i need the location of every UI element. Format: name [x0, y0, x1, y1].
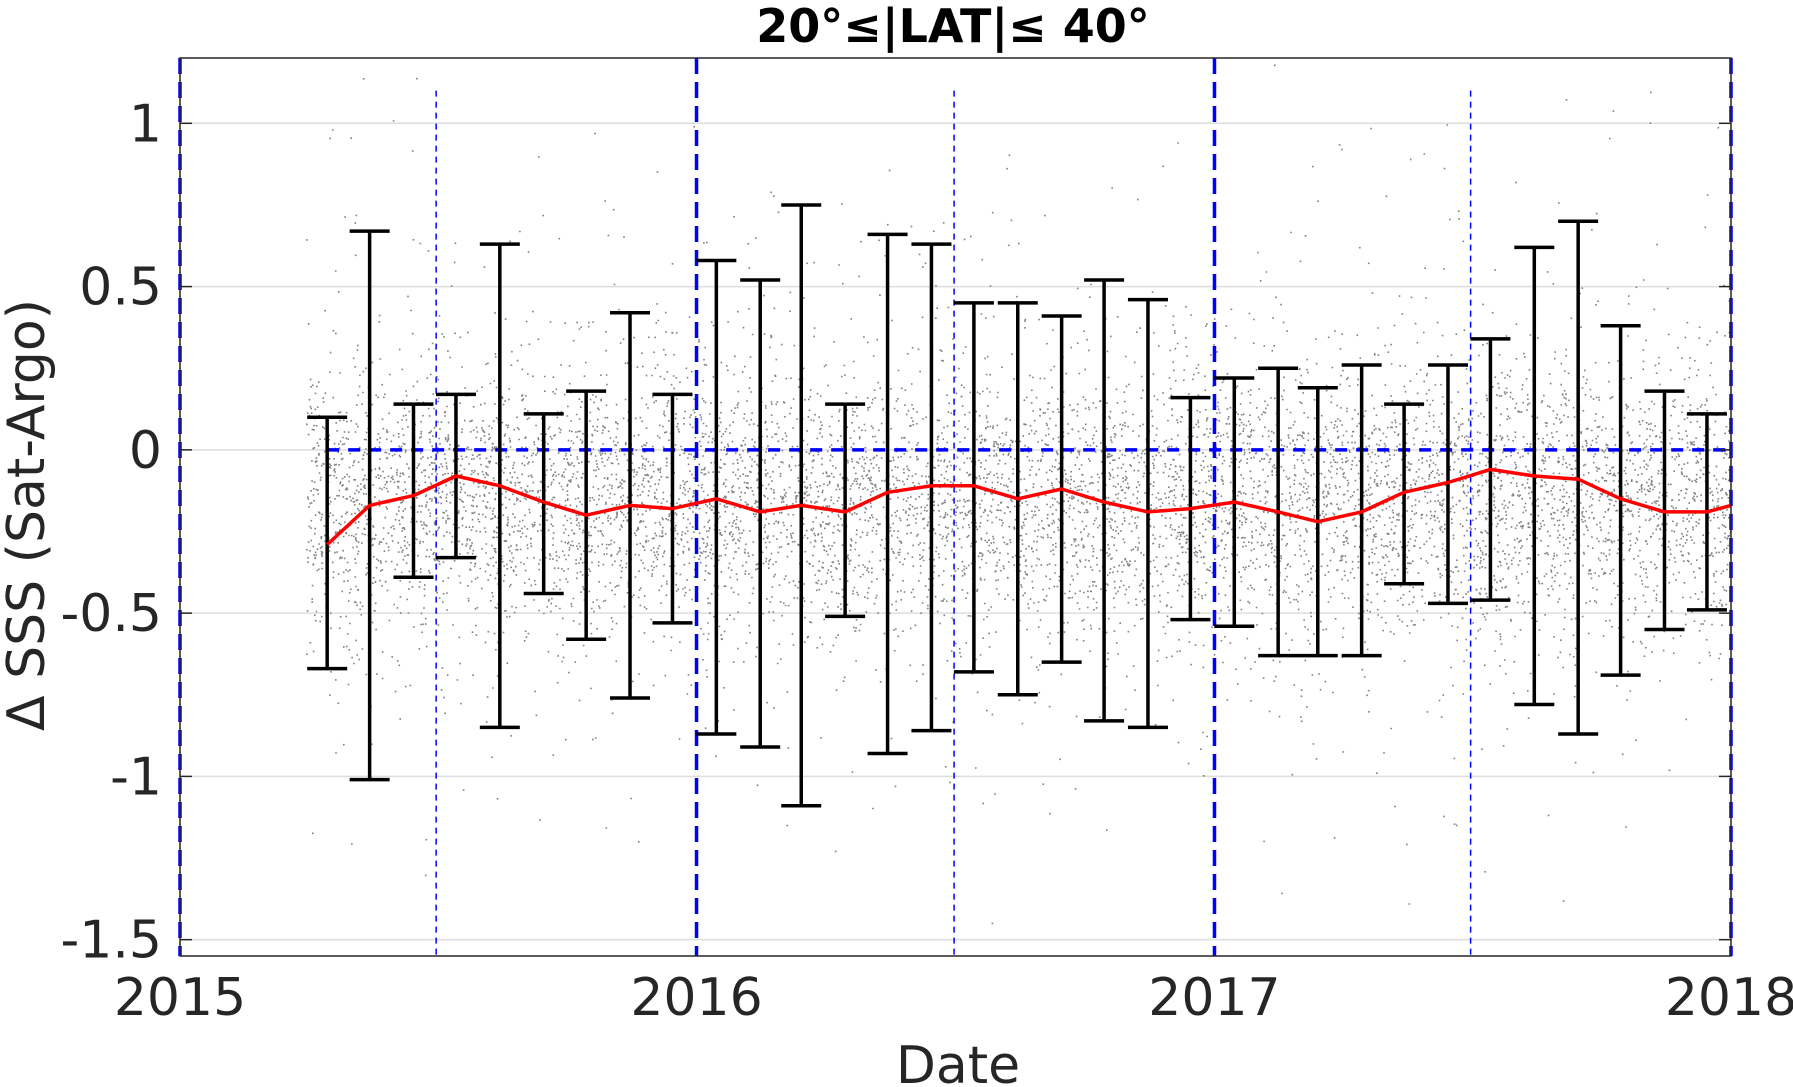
- chart-title: 20°≤|LAT|≤ 40°: [756, 0, 1149, 54]
- y-tick-label: -1: [110, 747, 162, 807]
- x-axis-title: Date: [896, 1036, 1020, 1087]
- y-tick-label: -0.5: [61, 584, 162, 644]
- y-axis-title: Δ SSS (Sat-Argo): [0, 299, 57, 731]
- x-tick-label: 2018: [1665, 968, 1793, 1028]
- y-tick-label: 0.5: [79, 258, 162, 318]
- y-tick-label: 0: [129, 421, 162, 481]
- error-bar: [393, 402, 434, 579]
- x-tick-label: 2016: [630, 968, 762, 1028]
- x-tick-label: 2015: [114, 968, 246, 1028]
- y-tick-label: 1: [129, 94, 162, 154]
- y-tick-labels: 1 0.5 0 -0.5 -1 -1.5: [61, 94, 162, 970]
- mean-line-layer: [326, 467, 1732, 546]
- x-tick-label: 2017: [1148, 968, 1280, 1028]
- plot-frame: [179, 57, 1732, 957]
- axes: [179, 57, 1732, 957]
- mean-line: [326, 467, 1732, 546]
- y-tick-label: -1.5: [61, 911, 162, 971]
- x-tick-labels: 2015 2016 2017 2018: [114, 968, 1793, 1028]
